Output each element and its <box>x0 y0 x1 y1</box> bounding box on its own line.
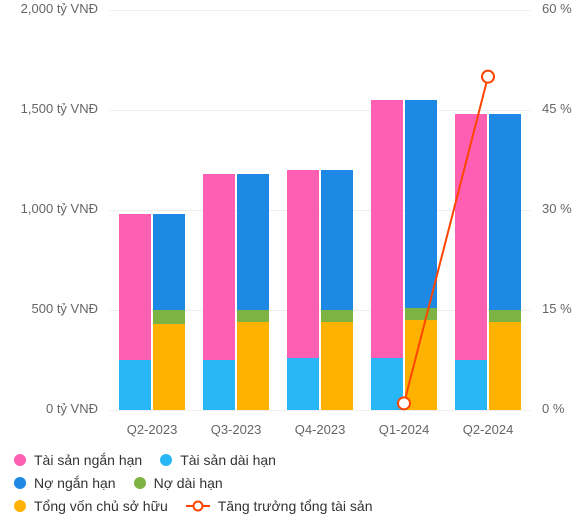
x-axis-label: Q2-2023 <box>127 422 178 437</box>
legend-item-tai_san_ngan_han: Tài sản ngắn hạn <box>14 452 142 468</box>
legend-item-tai_san_dai_han: Tài sản dài hạn <box>160 452 276 468</box>
legend-item-no_ngan_han: Nợ ngắn hạn <box>14 475 116 491</box>
x-axis-label: Q3-2023 <box>211 422 262 437</box>
legend-item-tong_von_csh: Tổng vốn chủ sở hữu <box>14 498 168 514</box>
legend-label: Tổng vốn chủ sở hữu <box>34 498 168 514</box>
legend-label: Tăng trưởng tổng tài sản <box>218 498 373 514</box>
legend-label: Nợ dài hạn <box>154 475 223 491</box>
growth-line-overlay <box>0 0 585 415</box>
legend-swatch-icon <box>14 500 26 512</box>
legend-swatch-icon <box>160 454 172 466</box>
legend-swatch-icon <box>14 454 26 466</box>
legend-swatch-icon <box>14 477 26 489</box>
legend: Tài sản ngắn hạn Tài sản dài hạn Nợ ngắn h… <box>14 452 391 521</box>
legend-label: Tài sản ngắn hạn <box>34 452 142 468</box>
line-marker-icon <box>186 500 210 512</box>
x-axis-label: Q1-2024 <box>379 422 430 437</box>
legend-label: Tài sản dài hạn <box>180 452 276 468</box>
growth-marker <box>398 397 410 409</box>
growth-line <box>404 77 488 404</box>
x-axis-label: Q2-2024 <box>463 422 514 437</box>
legend-item-no_dai_han: Nợ dài hạn <box>134 475 223 491</box>
legend-label: Nợ ngắn hạn <box>34 475 116 491</box>
x-axis-label: Q4-2023 <box>295 422 346 437</box>
financial-bar-chart: 0 tỷ VNĐ500 tỷ VNĐ1,000 tỷ VNĐ1,500 tỷ V… <box>0 0 585 528</box>
legend-swatch-icon <box>134 477 146 489</box>
growth-marker <box>482 71 494 83</box>
legend-item-tang_truong: Tăng trưởng tổng tài sản <box>186 498 373 514</box>
